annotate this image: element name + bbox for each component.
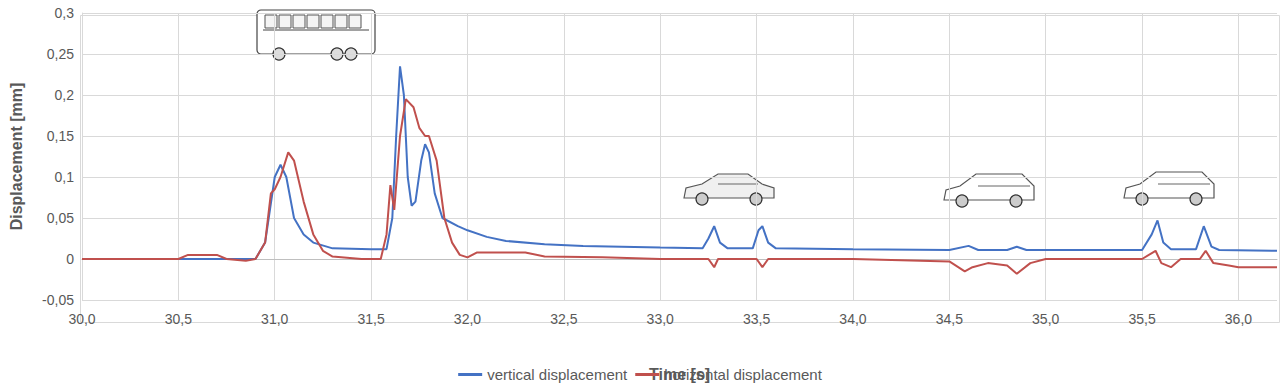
svg-text:30,0: 30,0 bbox=[68, 311, 95, 327]
svg-text:36,0: 36,0 bbox=[1225, 311, 1252, 327]
svg-text:32,0: 32,0 bbox=[454, 311, 481, 327]
svg-text:0,15: 0,15 bbox=[47, 128, 74, 144]
svg-text:35,5: 35,5 bbox=[1128, 311, 1155, 327]
svg-text:34,5: 34,5 bbox=[936, 311, 963, 327]
svg-text:0: 0 bbox=[66, 251, 74, 267]
svg-text:33,0: 33,0 bbox=[647, 311, 674, 327]
svg-text:horizontal displacement: horizontal displacement bbox=[664, 366, 822, 383]
svg-text:0,1: 0,1 bbox=[55, 169, 75, 185]
svg-text:Displacement [mm]: Displacement [mm] bbox=[8, 83, 25, 231]
svg-text:34,0: 34,0 bbox=[839, 311, 866, 327]
svg-text:30,5: 30,5 bbox=[165, 311, 192, 327]
svg-text:0,05: 0,05 bbox=[47, 210, 74, 226]
svg-text:35,0: 35,0 bbox=[1032, 311, 1059, 327]
svg-text:vertical displacement: vertical displacement bbox=[487, 366, 628, 383]
svg-text:-0,05: -0,05 bbox=[42, 292, 74, 308]
svg-text:0,3: 0,3 bbox=[55, 5, 75, 21]
svg-text:0,25: 0,25 bbox=[47, 46, 74, 62]
svg-text:0,2: 0,2 bbox=[55, 87, 75, 103]
svg-text:31,0: 31,0 bbox=[261, 311, 288, 327]
svg-text:31,5: 31,5 bbox=[357, 311, 384, 327]
svg-text:33,5: 33,5 bbox=[743, 311, 770, 327]
svg-text:32,5: 32,5 bbox=[550, 311, 577, 327]
